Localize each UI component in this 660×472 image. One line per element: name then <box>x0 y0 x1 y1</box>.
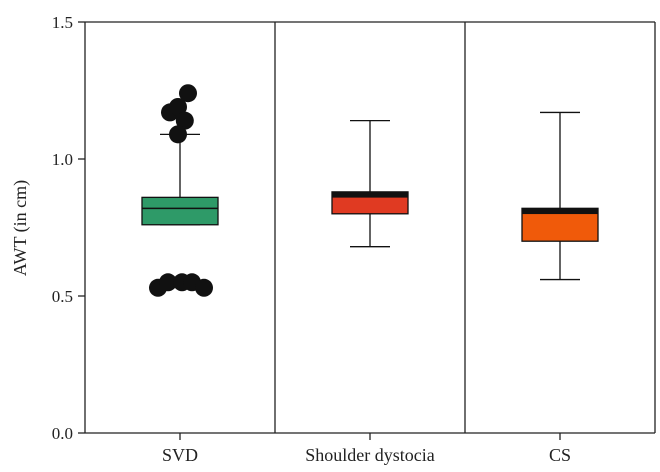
box-group <box>521 111 599 281</box>
box-group <box>141 84 219 297</box>
y-tick-label: 0.5 <box>52 287 73 306</box>
outlier-point <box>175 111 194 130</box>
x-tick-label: CS <box>549 445 571 465</box>
box-group <box>331 119 409 248</box>
outlier-point <box>159 273 177 292</box>
y-tick-label: 1.0 <box>52 150 73 169</box>
y-axis-label: AWT (in cm) <box>10 180 31 276</box>
outlier-point <box>169 97 187 116</box>
median-line <box>522 208 598 215</box>
x-tick-label: Shoulder dystocia <box>305 445 434 465</box>
outlier-point <box>195 278 213 297</box>
y-tick-label: 1.5 <box>52 13 73 32</box>
median-line <box>332 191 408 198</box>
outlier-point <box>169 125 187 144</box>
y-tick-label: 0.0 <box>52 424 73 443</box>
x-tick-label: SVD <box>162 445 198 465</box>
outlier-point <box>179 84 197 103</box>
box-body <box>141 196 219 226</box>
x-axis: SVD Shoulder dystocia CS <box>162 433 571 465</box>
boxes-layer <box>141 84 599 297</box>
y-axis: 0.0 0.5 1.0 1.5 <box>52 13 85 443</box>
